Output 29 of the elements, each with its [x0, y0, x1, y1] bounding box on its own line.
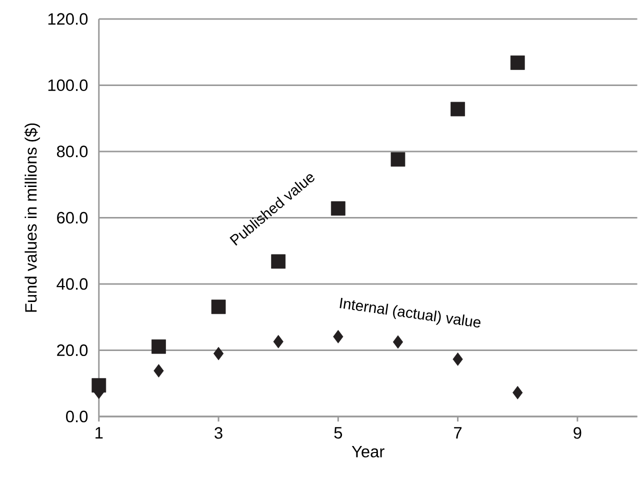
x-tick-label: 9 [574, 426, 582, 439]
point [450, 102, 465, 116]
point [512, 386, 523, 400]
point [211, 299, 226, 314]
x-axis-title: Year [352, 446, 384, 458]
x-tick-label: 7 [454, 426, 462, 438]
point [154, 364, 164, 378]
y-tick-label: 80.0 [56, 145, 88, 158]
x-tick-label: 5 [334, 426, 342, 438]
point [273, 334, 284, 348]
x-tick-label: 1 [96, 426, 103, 438]
y-tick-label: 120.0 [48, 12, 88, 25]
point [392, 335, 404, 348]
y-tick-label: 20.0 [57, 344, 88, 356]
point [333, 330, 344, 344]
y-tick-label: 40.0 [56, 278, 88, 290]
point [330, 201, 346, 216]
point [152, 339, 166, 354]
point [271, 254, 286, 268]
y-tick-label: 60.0 [57, 212, 88, 224]
text: Internal (actual) value [340, 298, 480, 328]
x-tick-label: 3 [214, 426, 222, 439]
point [510, 55, 525, 70]
point [213, 346, 224, 360]
point [390, 152, 406, 166]
y-tick-label: 0.0 [66, 410, 88, 422]
y-axis-title: Fund values in millions ($) [24, 123, 40, 312]
point [452, 352, 463, 366]
y-tick-label: 100.0 [48, 79, 88, 91]
